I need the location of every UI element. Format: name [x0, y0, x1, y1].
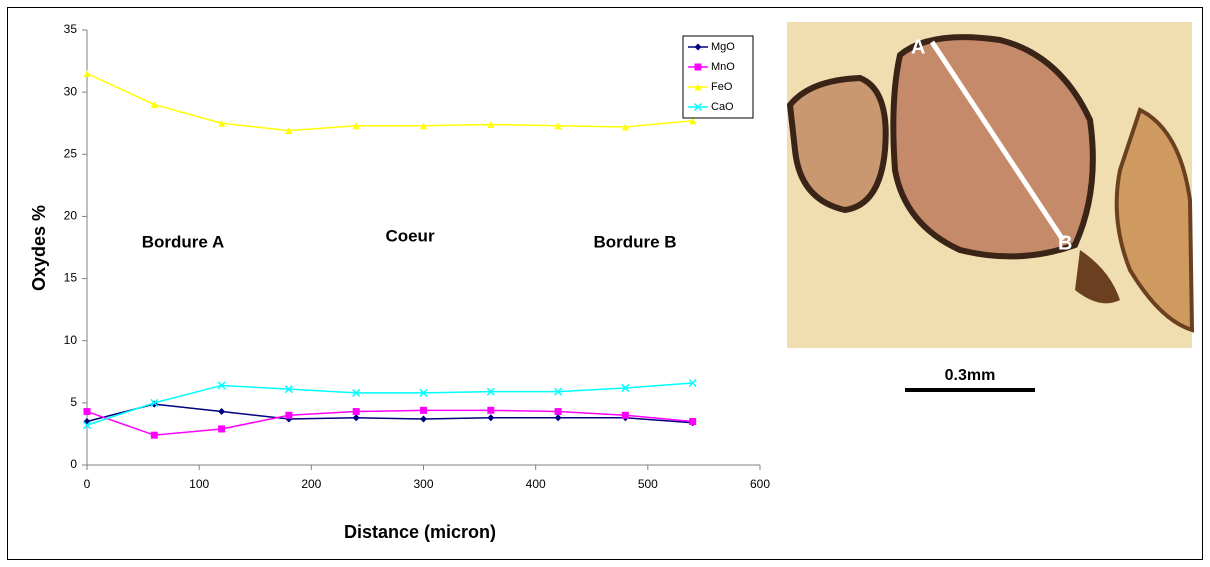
marker — [621, 411, 629, 419]
series-line — [86, 409, 693, 436]
marker — [689, 418, 697, 425]
annotation: Coeur — [385, 226, 435, 245]
marker — [352, 122, 360, 130]
scale-bar-label: 0.3mm — [945, 367, 996, 384]
marker — [352, 408, 360, 416]
marker — [554, 414, 562, 422]
marker — [285, 411, 293, 419]
marker — [487, 120, 495, 128]
grain — [890, 34, 1096, 260]
y-tick-label: 30 — [64, 84, 78, 98]
marker — [82, 421, 92, 430]
y-axis-label: Oxydes % — [29, 205, 49, 291]
x-tick-label: 100 — [189, 477, 209, 491]
x-axis-label: Distance (micron) — [344, 522, 496, 542]
marker — [285, 127, 293, 135]
x-tick-label: 600 — [750, 477, 770, 491]
marker — [689, 117, 697, 125]
marker — [218, 408, 226, 416]
x-tick-label: 300 — [413, 477, 433, 491]
legend-label: MgO — [711, 41, 735, 53]
photo: A B — [786, 22, 1195, 348]
marker — [83, 408, 91, 416]
series-line — [86, 403, 693, 424]
marker — [218, 425, 226, 433]
marker — [487, 406, 495, 414]
marker — [83, 70, 91, 77]
legend-label: FeO — [711, 81, 733, 93]
legend-label: CaO — [711, 101, 734, 113]
marker — [688, 378, 697, 388]
x-tick-label: 500 — [638, 477, 658, 491]
grain — [1114, 107, 1195, 333]
annotation: Bordure B — [593, 232, 676, 251]
x-tick-label: 200 — [301, 477, 321, 491]
marker — [554, 408, 562, 416]
point-label: A — [911, 36, 925, 58]
x-tick-label: 0 — [84, 477, 91, 491]
marker — [420, 406, 427, 414]
marker — [694, 63, 702, 71]
y-tick-label: 25 — [64, 146, 78, 160]
marker — [352, 414, 360, 422]
x-tick-label: 400 — [526, 477, 546, 491]
marker — [486, 387, 495, 396]
legend-label: MnO — [711, 61, 735, 73]
marker — [694, 43, 702, 51]
marker — [284, 385, 293, 394]
marker — [554, 387, 563, 396]
marker — [217, 381, 226, 390]
marker — [352, 388, 361, 397]
series-line — [86, 72, 693, 132]
marker — [150, 398, 159, 407]
y-tick-label: 15 — [64, 271, 78, 285]
y-tick-label: 20 — [64, 209, 78, 223]
y-tick-label: 10 — [64, 333, 78, 347]
point-label: B — [1058, 232, 1072, 254]
grain — [786, 74, 889, 214]
marker — [693, 102, 703, 112]
y-tick-label: 0 — [70, 457, 77, 471]
marker — [420, 415, 427, 423]
marker — [621, 123, 629, 131]
marker — [621, 383, 630, 392]
annotation: Bordure A — [142, 232, 225, 251]
y-tick-label: 35 — [64, 22, 78, 36]
marker — [419, 388, 428, 397]
marker — [218, 119, 226, 127]
marker — [487, 414, 495, 422]
series-line — [86, 382, 693, 426]
y-tick-label: 5 — [70, 395, 77, 409]
marker — [554, 122, 562, 130]
marker — [694, 83, 702, 91]
grain — [1075, 250, 1120, 304]
marker — [150, 431, 158, 439]
profile-line — [929, 40, 1066, 242]
marker — [420, 122, 427, 130]
marker — [150, 101, 158, 109]
